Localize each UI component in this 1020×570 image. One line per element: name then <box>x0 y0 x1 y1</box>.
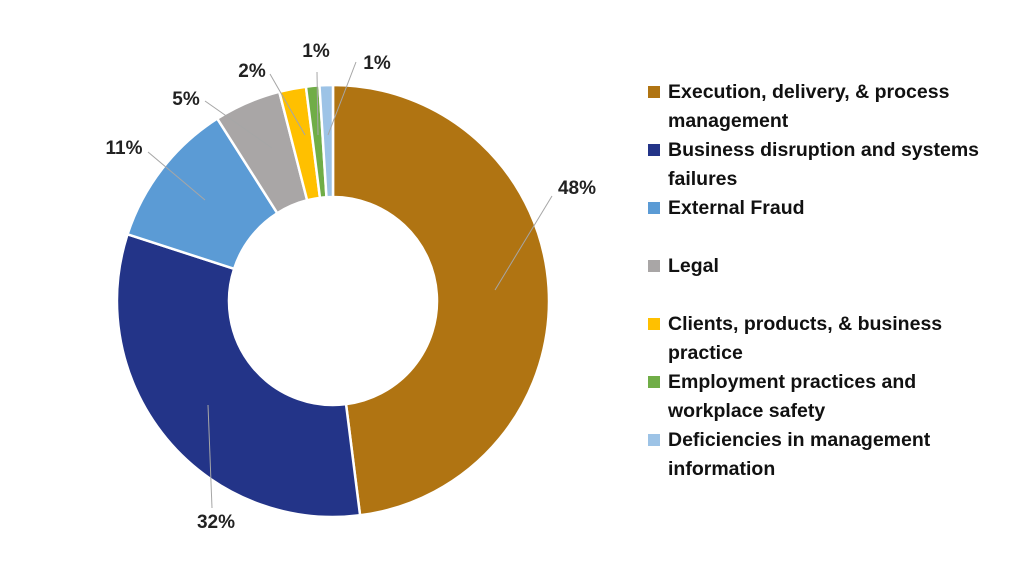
legend-swatch <box>648 202 660 214</box>
data-label-clients: 2% <box>238 61 266 82</box>
legend-label: Clients, products, & business practice <box>668 313 943 364</box>
data-label-legal: 5% <box>172 89 200 110</box>
leader-line-legal <box>204 100 273 149</box>
data-label-business-disruption: 32% <box>197 512 235 533</box>
leader-line-deficiencies <box>327 61 357 136</box>
leader-line-execution <box>494 195 553 291</box>
legend-label: Employment practices and workplace safet… <box>668 371 917 422</box>
leader-line-business-disruption <box>207 404 213 509</box>
data-label-execution: 48% <box>558 178 596 199</box>
legend-item-business-disruption: Business disruption and systems failures <box>648 136 988 194</box>
legend-item-employment: Employment practices and workplace safet… <box>648 368 988 426</box>
slice-business-disruption <box>115 232 362 519</box>
leader-line-external-fraud <box>147 151 206 201</box>
slice-deficiencies <box>318 83 335 199</box>
leader-line-clients <box>269 73 306 136</box>
data-label-external-fraud: 11% <box>106 138 143 159</box>
legend-label: Execution, delivery, & process managemen… <box>668 81 950 132</box>
legend-item-deficiencies: Deficiencies in management information <box>648 426 988 484</box>
legend-swatch <box>648 144 660 156</box>
legend-item-external-fraud: External Fraud <box>648 194 988 223</box>
legend-label: Deficiencies in management information <box>668 429 931 480</box>
legend-swatch <box>648 318 660 330</box>
legend-swatch <box>648 86 660 98</box>
legend-label: Business disruption and systems failures <box>668 139 980 190</box>
leader-line-employment <box>316 71 319 136</box>
legend-label: Legal <box>668 255 719 277</box>
legend-item-execution: Execution, delivery, & process managemen… <box>648 78 988 136</box>
legend-swatch <box>648 376 660 388</box>
legend-swatch <box>648 260 660 272</box>
data-label-employment: 1% <box>302 41 330 62</box>
legend-label: External Fraud <box>668 197 805 219</box>
legend-swatch <box>648 434 660 446</box>
slice-execution <box>331 83 551 517</box>
legend-item-clients: Clients, products, & business practice <box>648 310 988 368</box>
legend-item-legal: Legal <box>648 252 988 281</box>
data-label-deficiencies: 1% <box>363 53 391 74</box>
